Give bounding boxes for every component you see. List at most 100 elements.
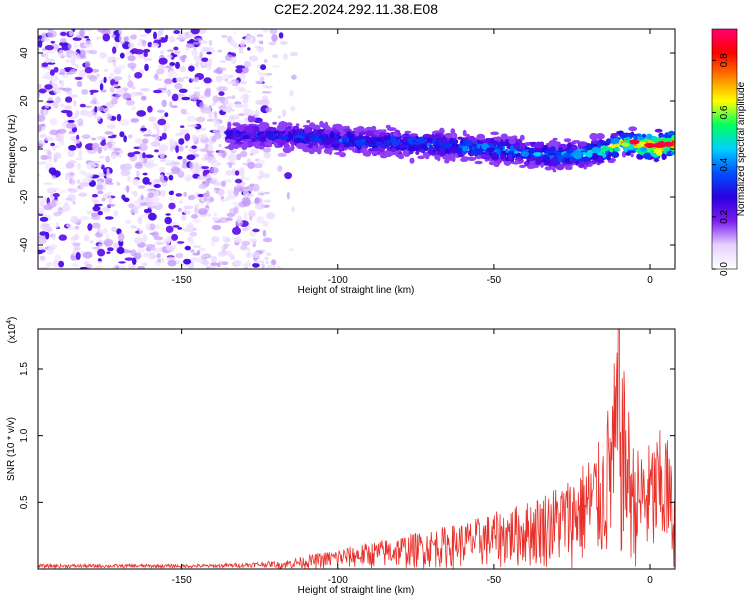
- noise-blob: [89, 75, 98, 82]
- noise-blob: [91, 212, 99, 217]
- noise-blob: [195, 62, 199, 68]
- noise-blob: [38, 173, 41, 177]
- noise-blob: [97, 248, 106, 257]
- signal-blob: [670, 151, 675, 155]
- noise-blob: [68, 144, 77, 151]
- signal-blob: [614, 147, 621, 152]
- noise-blob: [172, 77, 178, 83]
- noise-blob: [145, 196, 150, 203]
- noise-blob: [117, 232, 125, 241]
- noise-blob: [44, 84, 53, 90]
- noise-blob: [177, 170, 185, 178]
- noise-blob: [44, 44, 55, 51]
- colorbar: 0.0 0.2 0.4 0.6 0.8 Normalized spectral ampl…: [711, 28, 747, 276]
- noise-blob: [118, 29, 123, 35]
- noise-blob: [129, 91, 138, 97]
- noise-blob: [78, 170, 86, 175]
- signal-blob: [619, 132, 628, 139]
- signal-blob: [484, 138, 491, 142]
- noise-blob: [163, 124, 167, 133]
- noise-blob: [53, 101, 59, 109]
- spectrogram-marks: [38, 29, 675, 269]
- noise-blob: [50, 40, 55, 44]
- noise-blob: [262, 84, 269, 88]
- noise-blob: [92, 205, 101, 212]
- signal-blob: [434, 134, 441, 138]
- noise-blob: [76, 179, 81, 184]
- noise-blob: [247, 47, 251, 51]
- noise-blob: [96, 135, 107, 141]
- noise-blob: [50, 192, 54, 199]
- noise-blob: [192, 41, 200, 45]
- noise-blob: [73, 42, 79, 50]
- noise-blob: [47, 201, 57, 208]
- noise-blob: [110, 152, 117, 159]
- signal-blob: [573, 154, 582, 160]
- noise-blob: [133, 200, 140, 205]
- noise-blob: [177, 32, 186, 37]
- noise-blob: [130, 34, 137, 40]
- noise-blob: [144, 154, 154, 159]
- noise-blob: [189, 231, 197, 237]
- noise-blob: [133, 151, 141, 155]
- spectrogram-x-tick-label: -100: [328, 275, 348, 286]
- noise-blob: [47, 30, 57, 38]
- signal-blob: [425, 154, 430, 160]
- signal-blob: [602, 142, 610, 146]
- signal-blob: [646, 133, 653, 140]
- noise-blob: [140, 194, 144, 201]
- noise-blob: [241, 196, 251, 205]
- noise-blob: [74, 218, 82, 222]
- signal-blob: [643, 152, 651, 160]
- signal-blob: [555, 163, 565, 171]
- noise-blob: [194, 76, 200, 83]
- noise-blob: [254, 79, 263, 85]
- noise-blob: [212, 102, 216, 106]
- noise-blob: [277, 165, 283, 173]
- noise-blob: [168, 174, 174, 181]
- noise-blob: [128, 265, 135, 269]
- noise-blob: [201, 61, 207, 67]
- signal-blob: [566, 143, 572, 150]
- noise-blob: [168, 196, 174, 202]
- noise-blob: [187, 262, 193, 269]
- signal-blob: [474, 160, 483, 165]
- noise-blob: [102, 183, 107, 191]
- noise-blob: [277, 115, 281, 119]
- noise-blob: [212, 95, 219, 103]
- noise-blob: [234, 170, 240, 176]
- noise-blob: [188, 65, 195, 72]
- signal-blob: [610, 133, 619, 137]
- noise-blob: [131, 105, 136, 111]
- noise-blob: [123, 135, 127, 143]
- signal-blob: [444, 149, 451, 154]
- noise-blob: [158, 174, 164, 183]
- noise-blob: [55, 222, 59, 229]
- signal-blob: [453, 132, 458, 140]
- noise-blob: [225, 169, 233, 176]
- noise-blob: [178, 145, 184, 152]
- noise-blob: [286, 191, 290, 200]
- signal-blob: [578, 161, 585, 168]
- signal-blob: [286, 128, 292, 132]
- noise-blob: [54, 254, 62, 262]
- noise-blob: [49, 82, 59, 91]
- noise-blob: [246, 259, 251, 266]
- noise-blob: [142, 152, 146, 159]
- noise-blob: [199, 102, 205, 109]
- noise-blob: [134, 72, 143, 79]
- noise-blob: [85, 263, 93, 269]
- noise-blob: [106, 113, 112, 121]
- noise-blob: [123, 163, 133, 171]
- noise-blob: [182, 158, 187, 164]
- noise-blob: [207, 213, 212, 217]
- signal-blob: [313, 138, 322, 142]
- noise-blob: [38, 124, 42, 133]
- noise-blob: [193, 165, 203, 172]
- noise-blob: [289, 248, 294, 251]
- noise-blob: [246, 90, 252, 93]
- noise-blob: [110, 57, 121, 61]
- noise-blob: [238, 88, 247, 92]
- signal-blob: [630, 146, 635, 150]
- noise-blob: [38, 140, 45, 147]
